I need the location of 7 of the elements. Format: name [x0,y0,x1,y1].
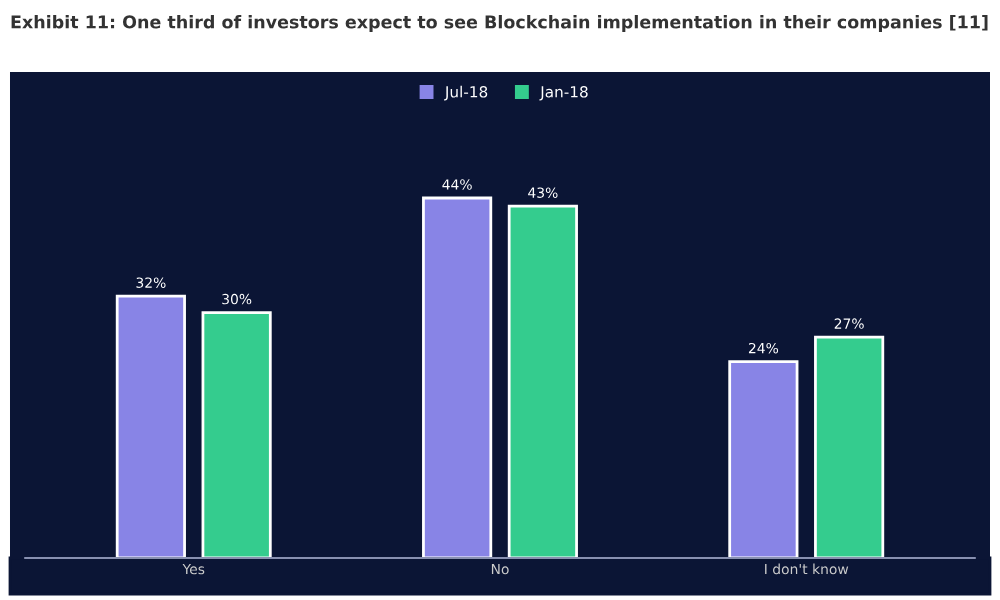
bar [814,335,885,558]
bar [201,311,272,558]
chart-title: Exhibit 11: One third of investors expect to see Blockchain implementation in their companies [11] [11,15,988,32]
bar [115,294,186,558]
bar [728,360,799,558]
bar [507,204,578,558]
bar [422,196,493,558]
